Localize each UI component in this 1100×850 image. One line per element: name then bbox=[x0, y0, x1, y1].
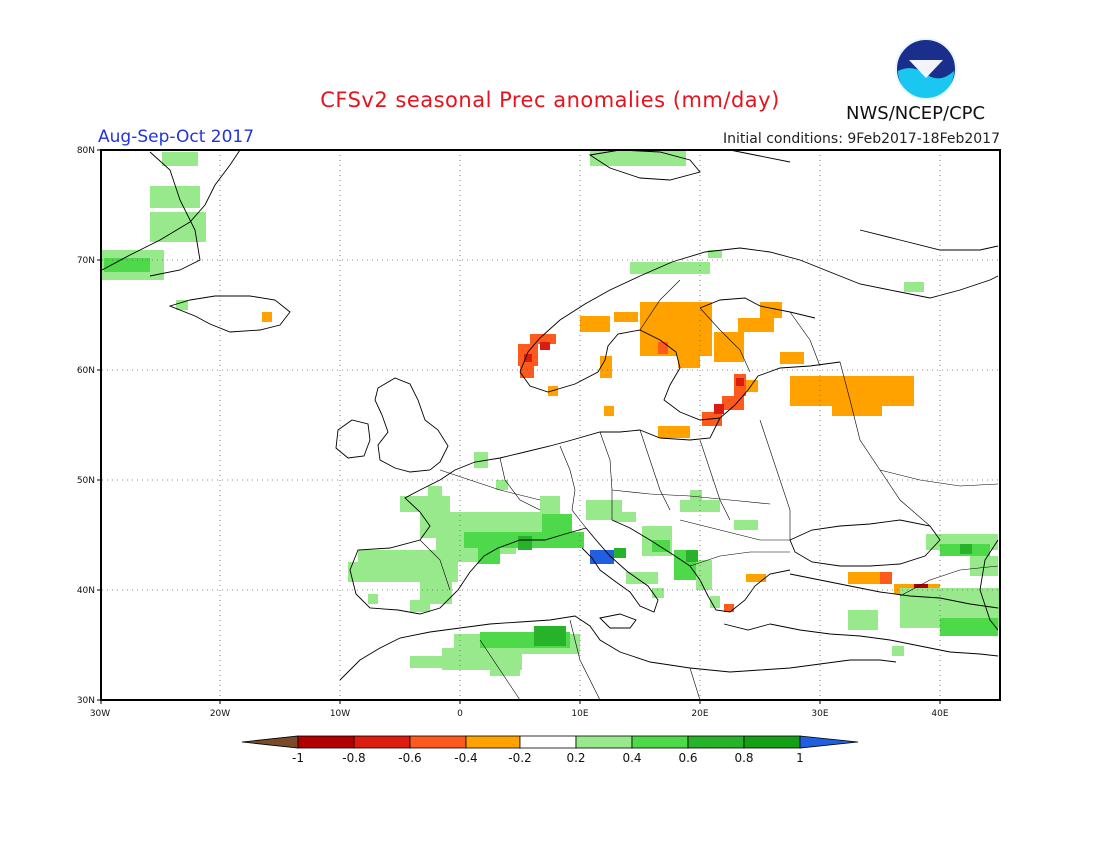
lat-tick-label: 30N bbox=[77, 696, 95, 706]
season-label: Aug-Sep-Oct 2017 bbox=[98, 127, 255, 147]
colorbar-lower-arrow bbox=[241, 735, 299, 749]
graticule bbox=[102, 150, 1000, 700]
colorbar-label: -0.6 bbox=[398, 751, 421, 765]
lat-tick-label: 40N bbox=[77, 586, 95, 596]
colorbar-label: -1 bbox=[292, 751, 304, 765]
colorbar-label: 0.8 bbox=[734, 751, 753, 765]
lon-tick-label: 40E bbox=[931, 709, 948, 719]
lon-tick-label: 20E bbox=[691, 709, 708, 719]
lon-tick-label: 10W bbox=[330, 709, 350, 719]
colorbar-label: -0.4 bbox=[454, 751, 477, 765]
colorbar-label: 0.4 bbox=[622, 751, 641, 765]
lon-tick-label: 0 bbox=[457, 709, 463, 719]
colorbar-label: -0.2 bbox=[508, 751, 531, 765]
anomaly-shading bbox=[102, 150, 1000, 676]
lon-tick-label: 30W bbox=[90, 709, 110, 719]
lat-tick-label: 80N bbox=[77, 146, 95, 156]
noaa-logo-icon bbox=[895, 38, 957, 100]
colorbar-label: 0.2 bbox=[566, 751, 585, 765]
lon-tick-label: 20W bbox=[210, 709, 230, 719]
lat-tick-label: 70N bbox=[77, 256, 95, 266]
lon-tick-label: 30E bbox=[811, 709, 828, 719]
lat-tick-label: 50N bbox=[77, 476, 95, 486]
agency-label: NWS/NCEP/CPC bbox=[846, 103, 986, 124]
lat-tick-label: 60N bbox=[77, 366, 95, 376]
initial-conditions-label: Initial conditions: 9Feb2017-18Feb2017 bbox=[723, 131, 1000, 147]
lon-tick-label: 10E bbox=[571, 709, 588, 719]
colorbar-label: -0.8 bbox=[342, 751, 365, 765]
colorbar-upper-arrow bbox=[799, 735, 859, 749]
colorbar-label: 0.6 bbox=[678, 751, 697, 765]
map-title: CFSv2 seasonal Prec anomalies (mm/day) bbox=[320, 88, 780, 112]
colorbar-label: 1 bbox=[796, 751, 804, 765]
map-frame bbox=[100, 149, 1001, 701]
colorbar bbox=[241, 735, 859, 749]
